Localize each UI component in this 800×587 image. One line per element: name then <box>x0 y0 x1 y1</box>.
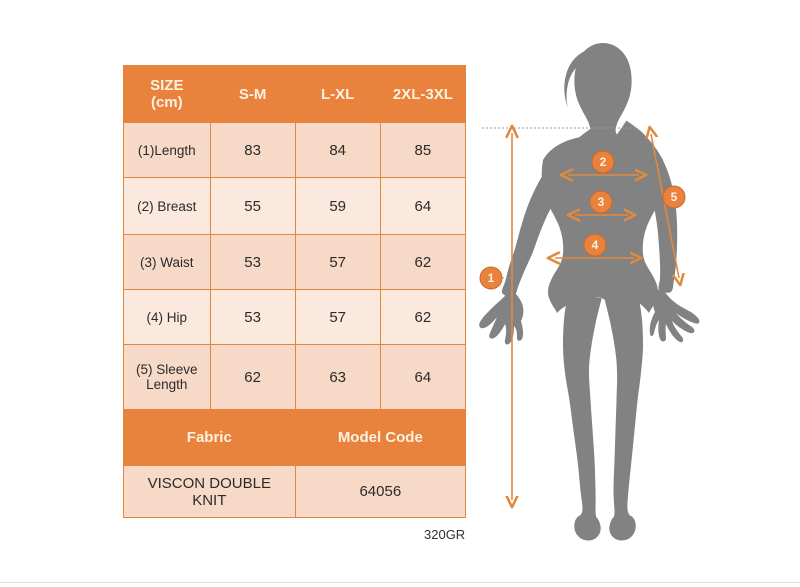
svg-text:1: 1 <box>488 271 495 285</box>
svg-text:2: 2 <box>600 155 607 169</box>
svg-text:4: 4 <box>592 238 599 252</box>
svg-text:3: 3 <box>598 195 605 209</box>
svg-text:5: 5 <box>671 190 678 204</box>
